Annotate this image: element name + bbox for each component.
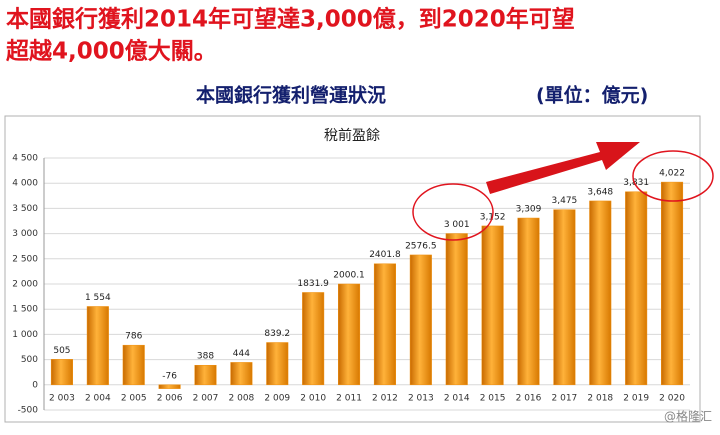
x-tick-label: 2 008 bbox=[229, 394, 255, 404]
bar bbox=[158, 384, 181, 389]
bar bbox=[302, 292, 325, 386]
x-tick-label: 2 009 bbox=[264, 394, 290, 404]
y-tick-label: 3 500 bbox=[12, 204, 38, 214]
data-label: 2000.1 bbox=[333, 270, 365, 280]
data-label: 505 bbox=[53, 346, 70, 356]
watermark: @格隆汇 bbox=[664, 409, 712, 424]
data-label: 839.2 bbox=[264, 329, 290, 339]
x-tick-label: 2 011 bbox=[336, 394, 362, 404]
bar bbox=[230, 362, 253, 386]
x-tick-label: 2 005 bbox=[121, 394, 147, 404]
headline: 超越4,000億大關。 bbox=[6, 38, 217, 65]
x-tick-label: 2 016 bbox=[516, 394, 542, 404]
bar bbox=[86, 306, 109, 386]
x-tick-label: 2 018 bbox=[587, 394, 613, 404]
x-tick-label: 2 003 bbox=[49, 394, 75, 404]
y-tick-label: 2 500 bbox=[12, 254, 38, 264]
trend-arrow bbox=[486, 142, 640, 194]
bar bbox=[625, 191, 648, 386]
x-tick-label: 2 015 bbox=[480, 394, 506, 404]
x-tick-label: 2 014 bbox=[444, 394, 470, 404]
y-tick-label: 500 bbox=[21, 355, 38, 365]
x-tick-label: 2 019 bbox=[623, 394, 649, 404]
data-label: 3,475 bbox=[552, 196, 578, 206]
x-tick-label: 2 010 bbox=[300, 394, 326, 404]
y-tick-label: 4 000 bbox=[12, 179, 38, 189]
bar bbox=[409, 254, 432, 386]
bar bbox=[373, 263, 396, 386]
chart-title: 稅前盈餘 bbox=[324, 127, 380, 144]
subtitle: 本國銀行獲利營運狀況 bbox=[196, 84, 386, 107]
data-label: 4,022 bbox=[659, 169, 685, 179]
x-tick-label: 2 020 bbox=[659, 394, 685, 404]
headline: 本國銀行獲利2014年可望達3,000億，到2020年可望 bbox=[6, 6, 575, 33]
bar bbox=[194, 364, 217, 386]
y-tick-label: -500 bbox=[18, 406, 39, 416]
bar bbox=[338, 283, 361, 386]
data-label: 2401.8 bbox=[369, 250, 401, 260]
highlight-circle bbox=[412, 183, 494, 241]
bar bbox=[445, 233, 468, 386]
x-tick-label: 2 012 bbox=[372, 394, 398, 404]
bar bbox=[122, 344, 145, 386]
bar bbox=[589, 200, 612, 386]
data-label: 3,648 bbox=[587, 187, 613, 197]
data-label: 3,309 bbox=[516, 205, 542, 215]
bar bbox=[661, 181, 684, 386]
data-label: -76 bbox=[162, 371, 177, 381]
bar bbox=[266, 342, 289, 386]
bar bbox=[50, 359, 73, 386]
bar bbox=[481, 225, 504, 386]
x-tick-label: 2 006 bbox=[157, 394, 183, 404]
x-tick-label: 2 013 bbox=[408, 394, 434, 404]
bar bbox=[517, 217, 540, 386]
data-label: 3 001 bbox=[444, 220, 470, 230]
data-label: 3,831 bbox=[623, 178, 649, 188]
data-label: 786 bbox=[125, 332, 142, 342]
data-label: 444 bbox=[233, 349, 250, 359]
x-tick-label: 2 017 bbox=[552, 394, 578, 404]
data-label: 388 bbox=[197, 352, 214, 362]
y-tick-label: 1 000 bbox=[12, 330, 38, 340]
highlight-circle bbox=[632, 150, 714, 202]
data-label: 1831.9 bbox=[297, 279, 329, 289]
data-label: 2576.5 bbox=[405, 241, 437, 251]
plot: -500 0 500 1 000 1 500 2 000 2 500 3 000 3 500 4 … bbox=[12, 154, 690, 416]
y-tick-label: 3 000 bbox=[12, 229, 38, 239]
y-tick-label: 4 500 bbox=[12, 154, 38, 164]
y-tick-label: 0 bbox=[32, 380, 38, 390]
x-tick-label: 2 007 bbox=[193, 394, 219, 404]
unit: (單位：億元) bbox=[536, 84, 648, 107]
bar bbox=[553, 209, 576, 386]
x-tick-label: 2 004 bbox=[85, 394, 111, 404]
y-tick-label: 1 500 bbox=[12, 305, 38, 315]
y-tick-label: 2 000 bbox=[12, 280, 38, 290]
data-label: 1 554 bbox=[85, 293, 111, 303]
